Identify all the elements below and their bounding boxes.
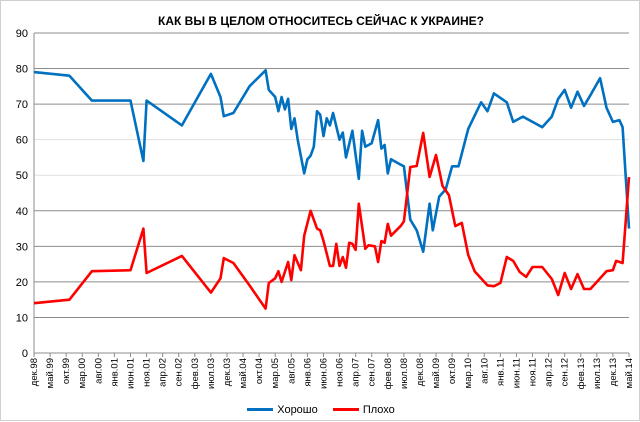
legend-label-good: Хорошо <box>277 404 318 416</box>
x-tick-label: фев.13 <box>576 358 587 389</box>
y-tick-label: 60 <box>16 135 28 147</box>
legend-label-bad: Плохо <box>363 404 395 416</box>
x-tick-label: фев.08 <box>383 358 394 389</box>
x-tick-label: авг.00 <box>93 358 104 384</box>
y-tick-label: 70 <box>16 99 28 111</box>
x-tick-label: янв.01 <box>109 358 120 387</box>
y-tick-label: 30 <box>16 241 28 253</box>
x-tick-label: апр.12 <box>544 358 555 387</box>
x-tick-label: май.14 <box>624 358 635 388</box>
legend-swatch-good <box>247 408 273 411</box>
x-tick-label: дек.13 <box>608 358 619 386</box>
x-tick-label: ноя.11 <box>528 358 539 386</box>
x-tick-label: июл.03 <box>206 358 217 389</box>
x-tick-label: дек.03 <box>222 358 233 386</box>
x-tick-label: ноя.06 <box>335 358 346 387</box>
x-tick-label: сен.02 <box>174 358 185 387</box>
x-tick-label: июн.11 <box>511 358 522 388</box>
x-tick-label: янв.11 <box>495 358 506 386</box>
y-tick-label: 80 <box>16 64 28 76</box>
legend: Хорошо Плохо <box>1 402 640 416</box>
x-tick-label: окт.09 <box>447 358 458 384</box>
legend-item-bad: Плохо <box>333 404 395 416</box>
x-tick-label: дек.08 <box>415 358 426 386</box>
x-tick-label: окт.99 <box>61 358 72 384</box>
x-tick-label: дек.98 <box>29 358 40 386</box>
x-tick-label: июн.01 <box>125 358 136 389</box>
x-tick-label: сен.07 <box>367 358 378 387</box>
x-tick-label: апр.02 <box>158 358 169 387</box>
y-tick-label: 40 <box>16 206 28 218</box>
y-tick-label: 0 <box>22 348 28 360</box>
x-tick-label: апр.07 <box>351 358 362 387</box>
y-tick-label: 20 <box>16 277 28 289</box>
x-tick-label: июн.06 <box>318 358 329 389</box>
y-tick-label: 50 <box>16 170 28 182</box>
x-tick-label: июл.13 <box>592 358 603 389</box>
x-tick-label: сен.12 <box>560 358 571 387</box>
legend-swatch-bad <box>333 408 359 411</box>
x-tick-label: мар.10 <box>463 358 474 388</box>
x-tick-label: мар.00 <box>77 358 88 388</box>
x-tick-label: янв.06 <box>302 358 313 387</box>
series-line-good <box>34 70 629 251</box>
x-tick-label: фев.03 <box>190 358 201 389</box>
x-tick-label: окт.04 <box>254 358 265 384</box>
y-tick-label: 10 <box>16 312 28 324</box>
x-tick-label: ноя.01 <box>142 358 153 387</box>
legend-item-good: Хорошо <box>247 404 318 416</box>
x-tick-label: авг.10 <box>479 358 490 384</box>
x-tick-label: авг.05 <box>286 358 297 384</box>
x-tick-label: май.09 <box>431 358 442 388</box>
x-tick-label: мар.05 <box>270 358 281 388</box>
x-tick-label: июл.08 <box>399 358 410 389</box>
y-tick-label: 90 <box>16 28 28 40</box>
x-tick-label: май.04 <box>238 358 249 388</box>
x-tick-label: май.99 <box>45 358 56 388</box>
